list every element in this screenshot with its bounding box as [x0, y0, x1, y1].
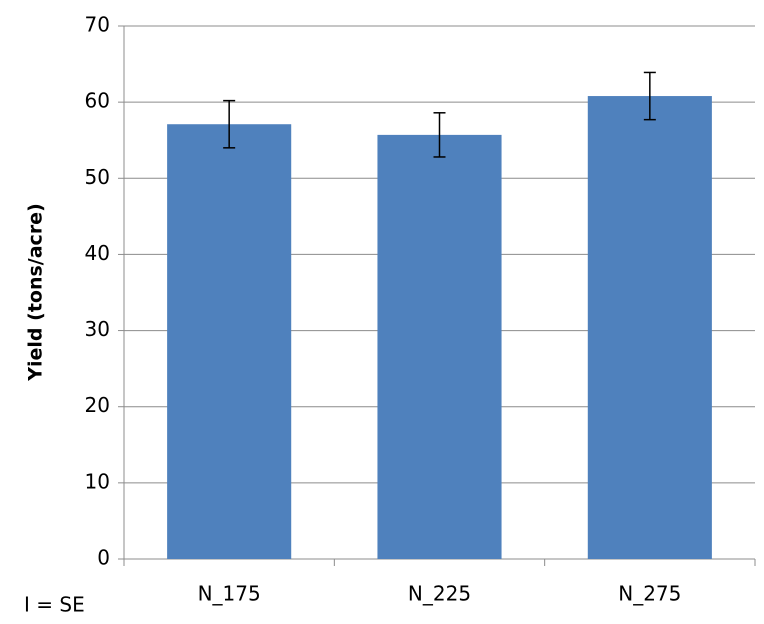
y-tick-label: 40 — [85, 241, 110, 265]
error-bar — [643, 71, 656, 121]
x-tick-label: N_225 — [408, 582, 471, 606]
y-tick-label: 0 — [97, 546, 110, 570]
error-bar — [433, 112, 446, 158]
bar — [587, 96, 712, 560]
x-tick-label: N_275 — [618, 582, 681, 606]
annotation: I = SE — [24, 593, 85, 617]
bar — [167, 124, 292, 559]
y-tick-label: 60 — [85, 89, 110, 113]
y-tick-label: 10 — [85, 469, 110, 493]
y-tick-label: 50 — [85, 165, 110, 189]
x-tick-label: N_175 — [198, 582, 261, 606]
y-tick-label: 30 — [85, 317, 110, 341]
error-bar — [223, 99, 236, 149]
bar — [377, 134, 502, 560]
y-tick-label: 70 — [85, 13, 110, 37]
y-axis-label: Yield (tons/acre) — [25, 203, 47, 382]
y-tick-label: 20 — [85, 393, 110, 417]
